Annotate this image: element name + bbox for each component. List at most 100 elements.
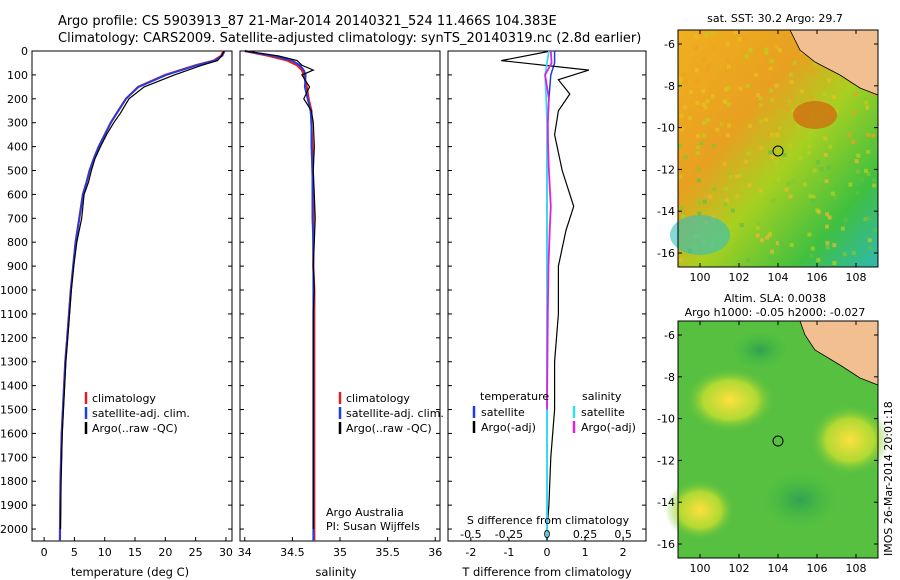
x-tick-label: 0	[544, 546, 551, 559]
sla-map-title-1: Altim. SLA: 0.0038	[724, 292, 826, 305]
map-x-label: 108	[846, 562, 867, 575]
sst-map: -6 -8 -10 -12 -14 -16 100 102 104 106 108	[657, 29, 879, 284]
sst-pixel	[696, 145, 701, 150]
sst-pixel	[704, 68, 709, 73]
sst-pixel	[867, 246, 872, 250]
sst-pixel	[782, 153, 787, 157]
sst-pixel	[832, 196, 837, 201]
sal-xlabel: salinity	[315, 565, 356, 579]
sst-pixel	[702, 199, 707, 204]
s-tick-label: -0.5	[460, 528, 481, 541]
diff-legend-t-title: temperature	[480, 390, 549, 403]
depth-tick-label: 1600	[0, 427, 28, 440]
warm-patch	[793, 101, 837, 129]
sst-pixel	[774, 42, 779, 47]
x-tick-label: 34.5	[280, 546, 305, 559]
sst-pixel	[769, 88, 774, 93]
sst-pixel	[864, 168, 868, 173]
sst-pixel	[785, 107, 790, 111]
sst-pixel	[806, 150, 811, 155]
diff-series-group	[501, 50, 590, 541]
sst-pixel	[832, 95, 836, 99]
sst-pixel	[726, 102, 731, 107]
sst-pixel	[697, 200, 702, 205]
s-tick-label: 0	[544, 528, 551, 541]
sst-pixel	[681, 214, 685, 219]
sst-pixel	[678, 258, 683, 262]
sst-pixel	[764, 47, 769, 52]
sst-pixel	[726, 58, 731, 63]
sst-pixel	[809, 95, 814, 100]
sst-pixel	[866, 133, 871, 137]
sst-pixel	[759, 238, 764, 243]
depth-tick-label: 700	[7, 212, 28, 225]
sst-pixel	[800, 89, 804, 94]
sal-panel-frame	[239, 50, 441, 542]
sst-pixel	[853, 91, 858, 96]
depth-tick-label: 1400	[0, 380, 28, 393]
sst-pixel	[770, 249, 775, 254]
x-tick-label: 35.5	[375, 546, 400, 559]
sst-pixel	[812, 168, 817, 173]
sst-pixel	[681, 72, 686, 77]
sst-pixel	[865, 105, 870, 110]
sst-pixel	[770, 98, 775, 103]
sst-pixel	[742, 36, 747, 41]
sst-pixel	[679, 206, 684, 211]
cool-patch	[670, 215, 730, 255]
sst-pixel	[774, 83, 779, 88]
depth-tick-label: 1900	[0, 499, 28, 512]
x-tick-label: 35	[333, 546, 347, 559]
sst-pixel	[811, 194, 816, 199]
sst-pixel	[825, 241, 830, 246]
depth-tick-label: 800	[7, 236, 28, 249]
x-tick-label: 2	[620, 546, 627, 559]
sst-pixel	[728, 174, 733, 179]
sst-pixel	[710, 94, 715, 99]
temp-legend-sat: satellite-adj. clim.	[92, 407, 190, 420]
x-tick-label: -2	[465, 546, 476, 559]
series-line-1	[501, 50, 590, 530]
sst-pixel	[815, 160, 820, 165]
depth-tick-label: 200	[7, 93, 28, 106]
depth-tick-label: 100	[7, 69, 28, 82]
sst-pixel	[712, 46, 717, 51]
sst-pixel	[769, 59, 774, 64]
sla-map-title-2: Argo h1000: -0.05 h2000: -0.027	[685, 306, 866, 319]
sst-pixel	[688, 116, 693, 120]
sst-pixel	[824, 179, 829, 184]
sst-pixel	[791, 179, 796, 184]
temp-legend-argo: Argo(..raw -QC)	[92, 422, 178, 435]
sst-pixel	[813, 61, 818, 66]
sst-pixel	[725, 41, 730, 46]
sst-pixel	[823, 152, 828, 157]
sst-pixel	[707, 113, 712, 118]
s-tick-label: -0.25	[495, 528, 523, 541]
sst-pixel	[775, 127, 780, 132]
sst-pixel	[777, 126, 782, 131]
sal-series-group	[244, 49, 316, 541]
depth-tick-label: 900	[7, 260, 28, 273]
sal-x-axis: 34 34.5 35 35.5 36	[238, 537, 442, 559]
sst-texture	[678, 30, 878, 265]
sst-pixel	[832, 261, 837, 265]
sst-pixel	[702, 120, 707, 125]
depth-tick-label: 1300	[0, 356, 28, 369]
sst-pixel	[695, 151, 700, 156]
depth-tick-label: 1100	[0, 308, 28, 321]
sal-note-1: Argo Australia	[326, 506, 404, 519]
map-y-label: -6	[664, 38, 675, 51]
depth-tick-label: 300	[7, 117, 28, 130]
x-tick-label: 36	[428, 546, 442, 559]
diff-legend-s-argo: Argo(-adj)	[581, 421, 636, 434]
sst-pixel	[712, 187, 717, 191]
sst-pixel	[819, 167, 824, 172]
sst-pixel	[827, 215, 832, 220]
sst-pixel	[825, 245, 830, 250]
sst-pixel	[683, 79, 688, 84]
x-tick-label: 10	[98, 546, 112, 559]
x-tick-label: 1	[582, 546, 589, 559]
s-tick-label: 0.25	[573, 528, 598, 541]
sal-note-2: PI: Susan Wijffels	[326, 520, 420, 533]
sal-legend-sat: satellite-adj. clim.	[346, 407, 444, 420]
